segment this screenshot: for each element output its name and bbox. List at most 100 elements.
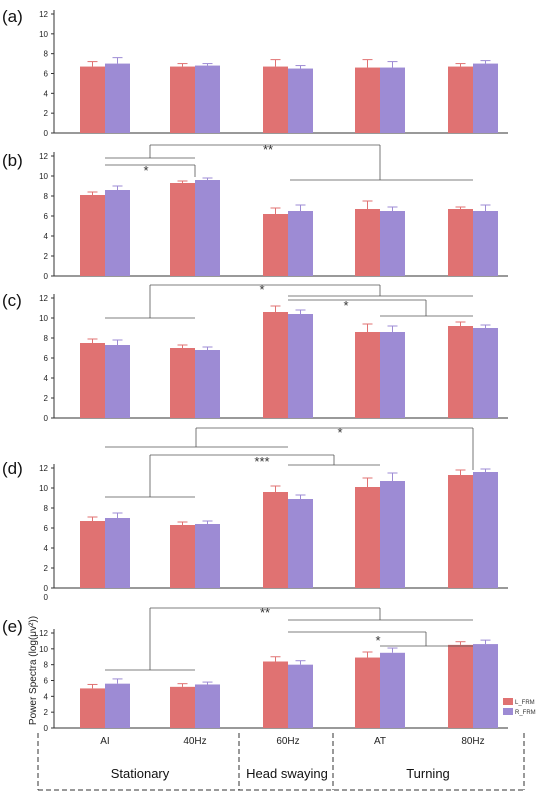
y-tick-label: 0 xyxy=(44,593,49,602)
bar-L_FRM xyxy=(448,209,473,276)
bar-L_FRM xyxy=(80,343,105,418)
y-tick-label: 10 xyxy=(39,645,48,654)
y-tick-label: 0 xyxy=(44,584,49,593)
bar-R_FRM xyxy=(288,314,313,418)
x-category-label: AT xyxy=(374,736,386,747)
bar-L_FRM xyxy=(170,183,195,276)
bar-L_FRM xyxy=(80,195,105,276)
y-tick-label: 2 xyxy=(44,109,49,118)
y-tick-label: 8 xyxy=(44,50,49,59)
panel-label: (c) xyxy=(2,291,22,310)
y-tick-label: 12 xyxy=(39,152,48,161)
bar-R_FRM xyxy=(473,211,498,276)
y-tick-label: 8 xyxy=(44,334,49,343)
bar-R_FRM xyxy=(288,664,313,728)
y-tick-label: 4 xyxy=(44,232,49,241)
bar-R_FRM xyxy=(195,350,220,418)
y-tick-label: 2 xyxy=(44,564,49,573)
bar-R_FRM xyxy=(380,332,405,418)
bar-R_FRM xyxy=(380,481,405,588)
condition-group-label: Head swaying xyxy=(246,766,328,781)
y-tick-label: 4 xyxy=(44,374,49,383)
x-category-label: 40Hz xyxy=(183,736,206,747)
significance-marker: ** xyxy=(260,605,270,620)
bar-R_FRM xyxy=(288,68,313,133)
bar-L_FRM xyxy=(448,326,473,418)
bar-R_FRM xyxy=(105,63,130,134)
y-tick-label: 10 xyxy=(39,30,48,39)
y-tick-label: 0 xyxy=(44,272,49,281)
y-tick-label: 4 xyxy=(44,89,49,98)
bar-R_FRM xyxy=(380,652,405,728)
bar-R_FRM xyxy=(288,499,313,588)
bar-R_FRM xyxy=(473,63,498,134)
bar-L_FRM xyxy=(170,66,195,133)
bar-R_FRM xyxy=(473,328,498,418)
bar-L_FRM xyxy=(263,66,288,133)
legend-entry: L_FRM xyxy=(515,700,535,706)
bar-L_FRM xyxy=(80,521,105,588)
y-tick-label: 6 xyxy=(44,212,49,221)
bar-L_FRM xyxy=(80,688,105,728)
y-tick-label: 4 xyxy=(44,544,49,553)
panel-label: (a) xyxy=(2,7,23,26)
x-category-label: 80Hz xyxy=(461,736,484,747)
bar-L_FRM xyxy=(170,525,195,588)
bar-R_FRM xyxy=(105,190,130,276)
y-tick-label: 2 xyxy=(44,708,49,717)
condition-group-label: Turning xyxy=(406,766,450,781)
significance-marker: * xyxy=(375,633,380,648)
bar-L_FRM xyxy=(355,487,380,588)
significance-marker: *** xyxy=(254,454,269,469)
panel-label: (e) xyxy=(2,617,23,636)
y-tick-label: 6 xyxy=(44,677,49,686)
y-tick-label: 10 xyxy=(39,484,48,493)
bar-R_FRM xyxy=(380,67,405,133)
x-category-label: 60Hz xyxy=(276,736,299,747)
y-tick-label: 6 xyxy=(44,354,49,363)
bar-L_FRM xyxy=(170,348,195,418)
y-tick-label: 6 xyxy=(44,524,49,533)
bar-L_FRM xyxy=(263,492,288,588)
bar-R_FRM xyxy=(105,518,130,588)
y-tick-label: 12 xyxy=(39,629,48,638)
x-category-label: AI xyxy=(100,736,109,747)
bar-R_FRM xyxy=(195,684,220,728)
y-tick-label: 4 xyxy=(44,692,49,701)
bar-L_FRM xyxy=(448,475,473,588)
bar-L_FRM xyxy=(355,209,380,276)
bar-L_FRM xyxy=(263,661,288,728)
y-tick-label: 6 xyxy=(44,70,49,79)
significance-marker: * xyxy=(259,282,264,297)
legend-swatch xyxy=(503,708,513,715)
y-tick-label: 12 xyxy=(39,10,48,19)
legend-swatch xyxy=(503,698,513,705)
significance-marker: * xyxy=(337,425,342,440)
y-tick-label: 12 xyxy=(39,294,48,303)
bar-L_FRM xyxy=(355,67,380,133)
y-tick-label: 10 xyxy=(39,172,48,181)
bar-R_FRM xyxy=(473,472,498,588)
legend-entry: R_FRM xyxy=(515,710,536,716)
y-tick-label: 12 xyxy=(39,464,48,473)
bar-L_FRM xyxy=(170,686,195,728)
bar-L_FRM xyxy=(80,66,105,133)
significance-marker: * xyxy=(143,163,148,178)
bar-R_FRM xyxy=(473,644,498,728)
y-tick-label: 8 xyxy=(44,504,49,513)
condition-group-label: Stationary xyxy=(111,766,170,781)
bar-L_FRM xyxy=(355,657,380,728)
bar-R_FRM xyxy=(195,180,220,276)
y-tick-label: 0 xyxy=(44,724,49,733)
y-tick-label: 8 xyxy=(44,661,49,670)
panel-label: (b) xyxy=(2,151,23,170)
bar-L_FRM xyxy=(263,214,288,276)
y-axis-label: Power Spectra (log(μv²)) xyxy=(28,616,39,725)
bar-R_FRM xyxy=(288,211,313,276)
significance-marker: * xyxy=(343,298,348,313)
bar-R_FRM xyxy=(195,524,220,588)
bar-L_FRM xyxy=(355,332,380,418)
y-tick-label: 10 xyxy=(39,314,48,323)
bar-R_FRM xyxy=(105,683,130,728)
